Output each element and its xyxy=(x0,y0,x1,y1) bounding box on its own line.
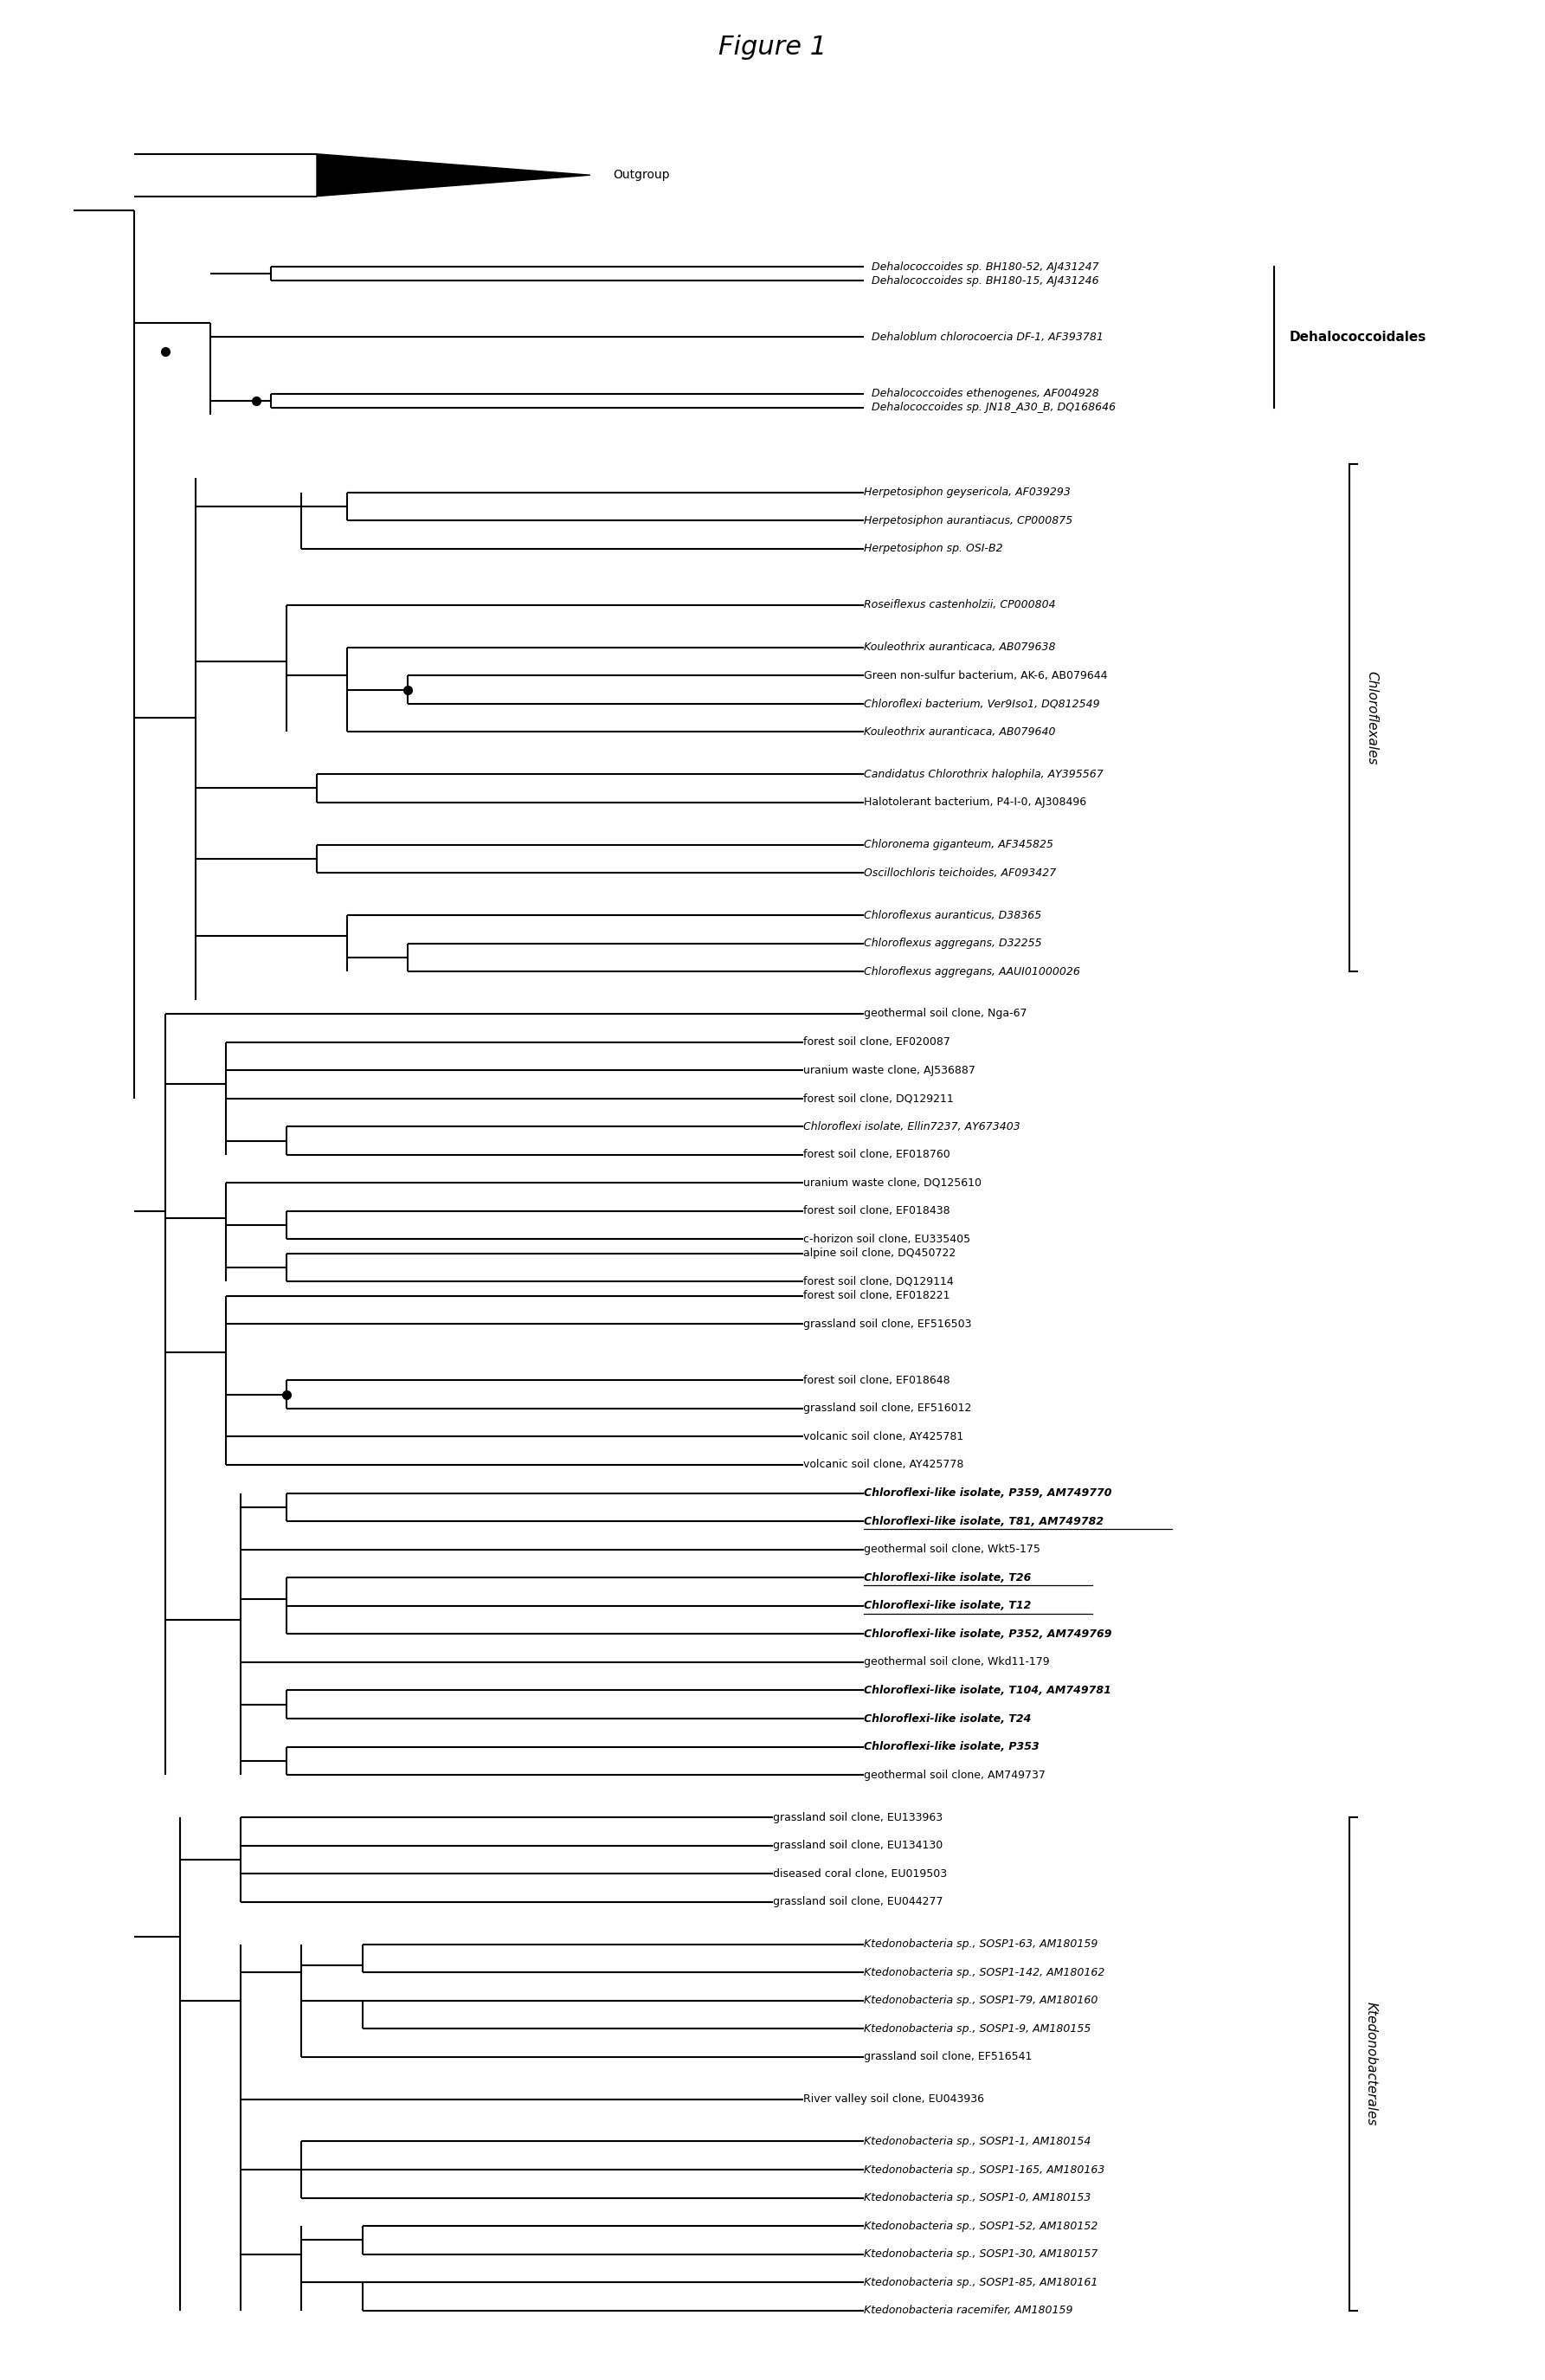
Text: grassland soil clone, EU134130: grassland soil clone, EU134130 xyxy=(772,1840,942,1852)
Text: Chloronema giganteum, AF345825: Chloronema giganteum, AF345825 xyxy=(864,840,1054,850)
Text: Outgroup: Outgroup xyxy=(613,169,671,181)
Text: forest soil clone, EF018438: forest soil clone, EF018438 xyxy=(803,1207,950,1216)
Text: Ktedonobacteria sp., SOSP1-9, AM180155: Ktedonobacteria sp., SOSP1-9, AM180155 xyxy=(864,2023,1091,2035)
Text: Herpetosiphon sp. OSI-B2: Herpetosiphon sp. OSI-B2 xyxy=(864,543,1003,555)
Text: forest soil clone, EF018760: forest soil clone, EF018760 xyxy=(803,1150,950,1161)
Text: Ktedonobacteria sp., SOSP1-0, AM180153: Ktedonobacteria sp., SOSP1-0, AM180153 xyxy=(864,2192,1091,2204)
Text: forest soil clone, EF020087: forest soil clone, EF020087 xyxy=(803,1035,950,1047)
Text: forest soil clone, EF018221: forest soil clone, EF018221 xyxy=(803,1290,950,1302)
Text: Chloroflexus aggregans, D32255: Chloroflexus aggregans, D32255 xyxy=(864,938,1041,950)
Text: Candidatus Chlorothrix halophila, AY395567: Candidatus Chlorothrix halophila, AY3955… xyxy=(864,769,1103,781)
Text: grassland soil clone, EF516012: grassland soil clone, EF516012 xyxy=(803,1402,972,1414)
Text: Dehalococcoidales: Dehalococcoidales xyxy=(1289,331,1426,343)
Text: Ktedonobacteria sp., SOSP1-165, AM180163: Ktedonobacteria sp., SOSP1-165, AM180163 xyxy=(864,2163,1105,2175)
Text: Ktedonobacteria racemifer, AM180159: Ktedonobacteria racemifer, AM180159 xyxy=(864,2304,1072,2316)
Text: Halotolerant bacterium, P4-I-0, AJ308496: Halotolerant bacterium, P4-I-0, AJ308496 xyxy=(864,797,1086,807)
Text: Chloroflexales: Chloroflexales xyxy=(1364,671,1378,764)
Text: geothermal soil clone, Wkd11-179: geothermal soil clone, Wkd11-179 xyxy=(864,1656,1049,1668)
Text: forest soil clone, DQ129211: forest soil clone, DQ129211 xyxy=(803,1092,953,1104)
Text: Herpetosiphon aurantiacus, CP000875: Herpetosiphon aurantiacus, CP000875 xyxy=(864,514,1072,526)
Text: uranium waste clone, DQ125610: uranium waste clone, DQ125610 xyxy=(803,1178,981,1188)
Text: geothermal soil clone, AM749737: geothermal soil clone, AM749737 xyxy=(864,1768,1046,1780)
Polygon shape xyxy=(317,155,590,195)
Text: grassland soil clone, EU133963: grassland soil clone, EU133963 xyxy=(772,1811,942,1823)
Text: Chloroflexi-like isolate, P359, AM749770: Chloroflexi-like isolate, P359, AM749770 xyxy=(864,1488,1111,1499)
Text: Kouleothrix auranticaca, AB079638: Kouleothrix auranticaca, AB079638 xyxy=(864,643,1055,652)
Text: Ktedonobacteria sp., SOSP1-142, AM180162: Ktedonobacteria sp., SOSP1-142, AM180162 xyxy=(864,1966,1105,1978)
Text: Ktedonobacteria sp., SOSP1-85, AM180161: Ktedonobacteria sp., SOSP1-85, AM180161 xyxy=(864,2278,1097,2287)
Text: Chloroflexi-like isolate, T104, AM749781: Chloroflexi-like isolate, T104, AM749781 xyxy=(864,1685,1111,1697)
Text: Ktedonobacteria sp., SOSP1-79, AM180160: Ktedonobacteria sp., SOSP1-79, AM180160 xyxy=(864,1994,1097,2006)
Text: Chloroflexi-like isolate, T12: Chloroflexi-like isolate, T12 xyxy=(864,1599,1031,1611)
Text: Chloroflexi-like isolate, P353: Chloroflexi-like isolate, P353 xyxy=(864,1742,1040,1752)
Text: volcanic soil clone, AY425778: volcanic soil clone, AY425778 xyxy=(803,1459,964,1471)
Text: volcanic soil clone, AY425781: volcanic soil clone, AY425781 xyxy=(803,1430,963,1442)
Text: Green non-sulfur bacterium, AK-6, AB079644: Green non-sulfur bacterium, AK-6, AB0796… xyxy=(864,669,1108,681)
Text: Chloroflexi-like isolate, T81, AM749782: Chloroflexi-like isolate, T81, AM749782 xyxy=(864,1516,1103,1528)
Text: grassland soil clone, EF516503: grassland soil clone, EF516503 xyxy=(803,1319,972,1330)
Text: Ktedonobacterales: Ktedonobacterales xyxy=(1364,2002,1378,2125)
Text: Dehaloblum chlorocoercia DF-1, AF393781: Dehaloblum chlorocoercia DF-1, AF393781 xyxy=(871,331,1103,343)
Text: geothermal soil clone, Wkt5-175: geothermal soil clone, Wkt5-175 xyxy=(864,1545,1040,1554)
Text: Dehalococcoides sp. BH180-52, AJ431247: Dehalococcoides sp. BH180-52, AJ431247 xyxy=(871,262,1098,271)
Text: c-horizon soil clone, EU335405: c-horizon soil clone, EU335405 xyxy=(803,1233,970,1245)
Text: Dehalococcoides sp. JN18_A30_B, DQ168646: Dehalococcoides sp. JN18_A30_B, DQ168646 xyxy=(871,402,1115,414)
Text: Roseiflexus castenholzii, CP000804: Roseiflexus castenholzii, CP000804 xyxy=(864,600,1055,612)
Text: grassland soil clone, EU044277: grassland soil clone, EU044277 xyxy=(772,1897,942,1906)
Text: Ktedonobacteria sp., SOSP1-1, AM180154: Ktedonobacteria sp., SOSP1-1, AM180154 xyxy=(864,2135,1091,2147)
Text: Chloroflexus aggregans, AAUI01000026: Chloroflexus aggregans, AAUI01000026 xyxy=(864,966,1080,978)
Text: Dehalococcoides sp. BH180-15, AJ431246: Dehalococcoides sp. BH180-15, AJ431246 xyxy=(871,276,1098,286)
Text: Chloroflexi-like isolate, T26: Chloroflexi-like isolate, T26 xyxy=(864,1573,1031,1583)
Text: diseased coral clone, EU019503: diseased coral clone, EU019503 xyxy=(772,1868,947,1880)
Text: Ktedonobacteria sp., SOSP1-63, AM180159: Ktedonobacteria sp., SOSP1-63, AM180159 xyxy=(864,1937,1097,1949)
Text: Dehalococcoides ethenogenes, AF004928: Dehalococcoides ethenogenes, AF004928 xyxy=(871,388,1098,400)
Text: alpine soil clone, DQ450722: alpine soil clone, DQ450722 xyxy=(803,1247,955,1259)
Text: Ktedonobacteria sp., SOSP1-30, AM180157: Ktedonobacteria sp., SOSP1-30, AM180157 xyxy=(864,2249,1097,2261)
Text: grassland soil clone, EF516541: grassland soil clone, EF516541 xyxy=(864,2052,1032,2063)
Text: geothermal soil clone, Nga-67: geothermal soil clone, Nga-67 xyxy=(864,1009,1027,1019)
Text: Chloroflexi bacterium, Ver9Iso1, DQ812549: Chloroflexi bacterium, Ver9Iso1, DQ81254… xyxy=(864,697,1100,709)
Text: forest soil clone, DQ129114: forest soil clone, DQ129114 xyxy=(803,1276,953,1288)
Text: uranium waste clone, AJ536887: uranium waste clone, AJ536887 xyxy=(803,1064,975,1076)
Text: River valley soil clone, EU043936: River valley soil clone, EU043936 xyxy=(803,2094,984,2104)
Text: Herpetosiphon geysericola, AF039293: Herpetosiphon geysericola, AF039293 xyxy=(864,486,1071,497)
Text: Ktedonobacteria sp., SOSP1-52, AM180152: Ktedonobacteria sp., SOSP1-52, AM180152 xyxy=(864,2221,1097,2232)
Text: Oscillochloris teichoides, AF093427: Oscillochloris teichoides, AF093427 xyxy=(864,866,1057,878)
Text: Chloroflexi isolate, Ellin7237, AY673403: Chloroflexi isolate, Ellin7237, AY673403 xyxy=(803,1121,1020,1133)
Text: Kouleothrix auranticaca, AB079640: Kouleothrix auranticaca, AB079640 xyxy=(864,726,1055,738)
Text: Chloroflexi-like isolate, P352, AM749769: Chloroflexi-like isolate, P352, AM749769 xyxy=(864,1628,1111,1640)
Text: Chloroflexus auranticus, D38365: Chloroflexus auranticus, D38365 xyxy=(864,909,1041,921)
Text: Chloroflexi-like isolate, T24: Chloroflexi-like isolate, T24 xyxy=(864,1714,1031,1723)
Text: Figure 1: Figure 1 xyxy=(718,33,827,60)
Text: forest soil clone, EF018648: forest soil clone, EF018648 xyxy=(803,1376,950,1385)
